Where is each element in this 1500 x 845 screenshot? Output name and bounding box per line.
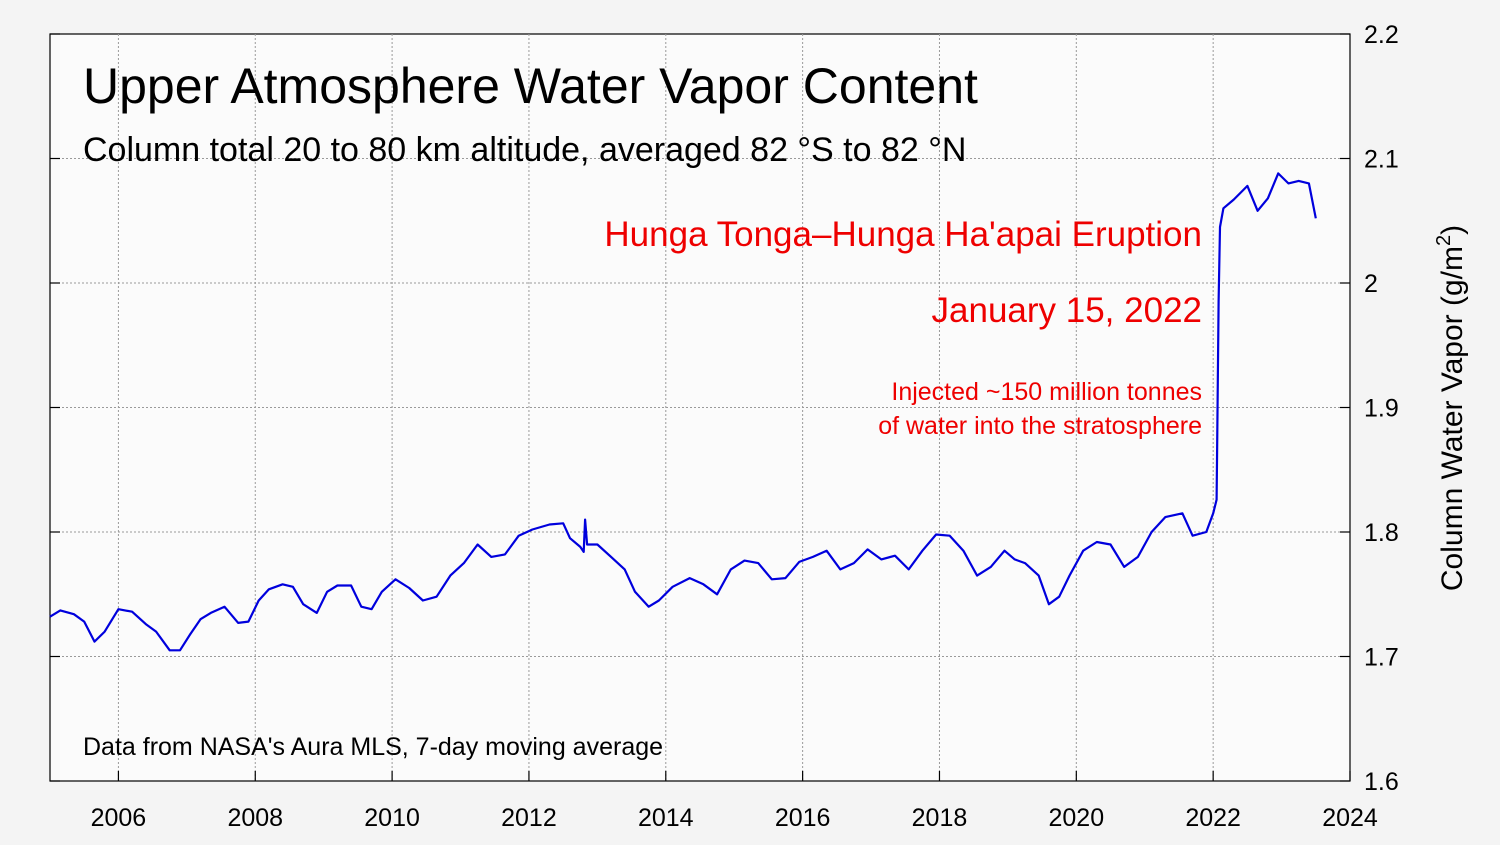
x-tick-label: 2006 xyxy=(91,804,147,832)
x-tick-label: 2024 xyxy=(1322,804,1378,832)
x-tick-label: 2018 xyxy=(912,804,968,832)
annotation-eruption: Hunga Tonga–Hunga Ha'apai Eruption xyxy=(604,215,1202,254)
y-tick-label: 2.1 xyxy=(1364,146,1399,174)
chart-subtitle: Column total 20 to 80 km altitude, avera… xyxy=(83,131,966,169)
chart-title: Upper Atmosphere Water Vapor Content xyxy=(83,58,978,114)
x-tick-label: 2014 xyxy=(638,804,694,832)
annotation-date: January 15, 2022 xyxy=(932,291,1202,330)
x-tick-label: 2010 xyxy=(364,804,420,832)
y-tick-label: 1.7 xyxy=(1364,644,1399,672)
x-tick-label: 2022 xyxy=(1185,804,1241,832)
y-tick-label: 2.2 xyxy=(1364,21,1399,49)
x-tick-label: 2020 xyxy=(1049,804,1105,832)
y-tick-label: 1.9 xyxy=(1364,395,1399,423)
footnote: Data from NASA's Aura MLS, 7-day moving … xyxy=(83,733,663,761)
y-axis-label: Column Water Vapor (g/m2) xyxy=(1433,225,1469,591)
grid xyxy=(50,34,1350,781)
series-line xyxy=(49,172,1317,652)
y-tick-label: 1.8 xyxy=(1364,519,1399,547)
x-tick-label: 2012 xyxy=(501,804,557,832)
y-tick-label: 2 xyxy=(1364,270,1378,298)
x-tick-label: 2008 xyxy=(227,804,283,832)
series-layer xyxy=(49,172,1317,652)
annotation-injected-line1: Injected ~150 million tonnes xyxy=(891,378,1202,406)
x-tick-label: 2016 xyxy=(775,804,831,832)
axes: 2006 2008 2010 2012 2014 2016 2018 2020 2022 2024… xyxy=(50,21,1399,832)
annotation-injected-line2: of water into the stratosphere xyxy=(878,412,1202,440)
y-tick-label: 1.6 xyxy=(1364,768,1399,796)
